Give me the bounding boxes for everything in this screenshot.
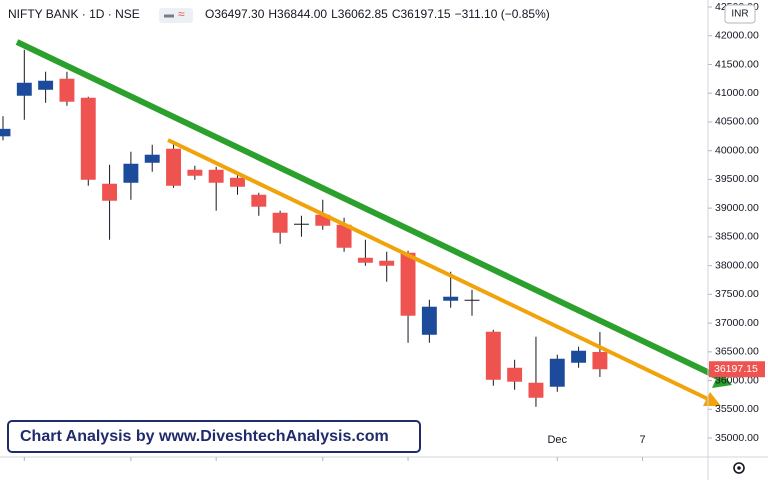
- candle-body: [102, 183, 118, 201]
- trend-line-green: [15, 39, 720, 380]
- candle-body: [0, 128, 11, 137]
- settings-icon: [737, 466, 741, 470]
- candle-body: [38, 80, 54, 90]
- candle-body: [464, 299, 480, 301]
- candle-body: [485, 331, 501, 380]
- candle-body: [357, 257, 373, 263]
- ohlc-value: C36197.15: [392, 7, 451, 21]
- y-tick-label: 39500.00: [715, 173, 759, 185]
- currency-button[interactable]: [724, 4, 756, 24]
- candle-body: [166, 148, 181, 186]
- ohlc-value: L36062.85: [331, 7, 388, 21]
- candle-body: [59, 78, 75, 102]
- icon: ▬: [164, 10, 174, 21]
- candle-body: [400, 252, 416, 316]
- candle-body: [571, 350, 587, 363]
- candle-body: [528, 382, 544, 398]
- candle-body: [230, 177, 245, 187]
- candle-body: [443, 296, 459, 301]
- candle-body: [123, 163, 139, 183]
- candle-body: [208, 169, 224, 183]
- candle-body: [80, 97, 96, 180]
- y-tick-label: 35500.00: [715, 403, 759, 415]
- currency: INR: [731, 9, 748, 20]
- candle-body: [421, 306, 437, 335]
- last-price-label: 36197.15: [714, 363, 758, 375]
- arrow-head: [712, 370, 732, 388]
- ohlc-legend: O36497.30 H36844.00 L36062.85 C36197.15 −311…: [205, 7, 550, 21]
- candle-body: [187, 169, 203, 176]
- candle-body: [272, 212, 288, 233]
- candle-body: [16, 82, 32, 96]
- x-tick-label: Dec: [547, 434, 567, 446]
- candle-body: [144, 154, 160, 163]
- annotation-box: [7, 420, 421, 453]
- candle-body: [507, 367, 523, 382]
- y-tick-label: 35000.00: [715, 432, 759, 444]
- candle-body: [251, 194, 267, 207]
- plot: [0, 49, 608, 407]
- y-tick-label: 36000.00: [715, 374, 759, 386]
- y-tick-label: 41500.00: [715, 58, 759, 70]
- legend-toggle[interactable]: [159, 8, 193, 23]
- icon: ≈: [178, 7, 185, 21]
- y-tick-label: 40000.00: [715, 144, 759, 156]
- symbol-title: NIFTY BANK · 1D · NSE: [8, 7, 140, 21]
- settings-button[interactable]: [733, 462, 745, 474]
- y-tick-label: 38000.00: [715, 259, 759, 271]
- y-tick-label: 40500.00: [715, 116, 759, 128]
- candle-body: [293, 223, 309, 225]
- y-tick-label: 37500.00: [715, 288, 759, 300]
- candle-body: [315, 214, 331, 226]
- trend-line-orange: [167, 138, 709, 401]
- x-tick-label: 7: [639, 434, 645, 446]
- annotation: Chart Analysis by www.DiveshtechAnalysis…: [20, 428, 389, 445]
- candle-body: [592, 351, 608, 370]
- y-tick-label: 36500.00: [715, 346, 759, 358]
- candle-body: [379, 260, 395, 266]
- ohlc-value: H36844.00: [268, 7, 327, 21]
- y-tick-label: 37000.00: [715, 317, 759, 329]
- y-tick-label: 38500.00: [715, 231, 759, 243]
- ohlc-value: −311.10 (−0.85%): [455, 7, 550, 21]
- candle-body: [336, 224, 352, 248]
- y-tick-label: 41000.00: [715, 87, 759, 99]
- y-tick-label: 42000.00: [715, 30, 759, 42]
- last-price-box: [709, 361, 765, 378]
- ohlc-value: O36497.30: [205, 7, 265, 21]
- y-tick-label: 39000.00: [715, 202, 759, 214]
- candle-body: [549, 358, 565, 387]
